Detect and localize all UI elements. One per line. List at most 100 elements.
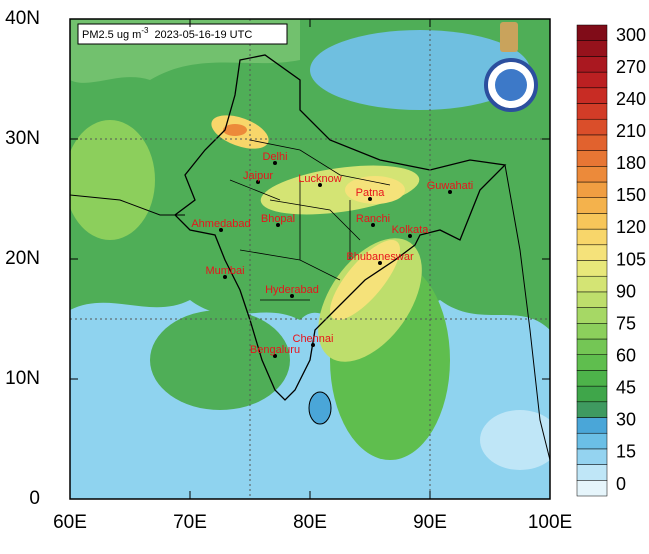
lat-label: 30N [5, 128, 40, 149]
city-label: Kolkata [392, 224, 430, 236]
lat-label: 40N [5, 8, 40, 29]
title-background [77, 23, 288, 45]
colorbar-swatch [576, 228, 608, 246]
colorbar-label: 30 [616, 410, 636, 430]
city-label: Lucknow [298, 173, 341, 185]
city-dot [273, 161, 277, 165]
colorbar-swatch [576, 370, 608, 387]
city-label: Hyderabad [265, 284, 319, 296]
colorbar-label: 210 [616, 121, 646, 141]
colorbar-label: 300 [616, 25, 646, 45]
lon-label: 90E [413, 512, 447, 533]
lat-label: 20N [5, 248, 40, 269]
colorbar-label: 105 [616, 249, 646, 269]
city-label: Ranchi [356, 213, 390, 225]
colorbar-swatch [576, 134, 608, 151]
colorbar-label: 180 [616, 153, 646, 173]
colorbar-swatch [576, 323, 608, 340]
punjab-core [223, 124, 247, 136]
colorbar-swatch [576, 448, 608, 465]
colorbar-swatch [576, 150, 608, 167]
city-label: Jaipur [243, 170, 273, 182]
colorbar-label: 270 [616, 57, 646, 77]
lon-label: 100E [528, 512, 572, 533]
colorbar-swatch [576, 118, 608, 136]
colorbar-swatch [576, 432, 608, 450]
colorbar-swatch [576, 338, 608, 355]
colorbar-swatch [576, 87, 608, 104]
city-label: Mumbai [205, 265, 244, 277]
city-dot [448, 190, 452, 194]
colorbar-swatch [576, 197, 608, 214]
colorbar-swatch [576, 464, 608, 481]
colorbar-swatch [576, 480, 608, 497]
colorbar-swatch [576, 291, 608, 308]
title-exponent: -3 [141, 26, 149, 35]
colorbar-swatch [576, 401, 608, 418]
colorbar-swatch [576, 354, 608, 371]
city-dot [311, 343, 315, 347]
city-label: Delhi [262, 151, 287, 163]
country-borders [70, 164, 550, 461]
colorbar-label: 60 [616, 345, 636, 365]
lon-label: 80E [293, 512, 327, 533]
city-dot [318, 183, 322, 187]
city-label: Patna [356, 187, 386, 199]
sri-lanka [308, 391, 332, 425]
lat-label: 0 [29, 488, 40, 509]
colorbar-label: 45 [616, 378, 636, 398]
colorbar-swatch [576, 56, 608, 73]
city-label: Ahmedabad [191, 218, 250, 230]
emblem [484, 22, 538, 112]
city-label: Bhubaneswar [346, 251, 414, 263]
city-dot [273, 354, 277, 358]
colorbar-swatch [576, 71, 608, 89]
colorbar-label: 240 [616, 89, 646, 109]
colorbar-label: 15 [616, 442, 636, 462]
colorbar-swatch [576, 213, 608, 230]
colorbar-swatch [576, 307, 608, 324]
arabia-haze [70, 120, 155, 240]
colorbar-swatch [576, 103, 608, 120]
cities: Delhi Jaipur Lucknow Patna Guwahati Ahmedabad… [191, 151, 473, 358]
colorbar-label: 75 [616, 313, 636, 333]
title: PM2.5 ug m-3 2023-05-16-19 UTC [82, 26, 252, 41]
title-variable: PM2.5 ug m [82, 29, 141, 41]
axes: 0 10N 20N 30N 40N 60E 70E 80E 90E 100E [5, 8, 572, 533]
city-dot [276, 223, 280, 227]
city-dot [219, 228, 223, 232]
colorbar-swatch [576, 385, 608, 403]
city-dot [371, 223, 375, 227]
city-dot [223, 275, 227, 279]
colorbar-swatch [576, 244, 608, 261]
city-label: Bengaluru [250, 344, 300, 356]
colorbar-swatch [576, 417, 608, 434]
city-dot [256, 180, 260, 184]
state-borders [229, 139, 391, 301]
colorbar-swatch [576, 260, 608, 277]
colorbar-label: 0 [616, 474, 626, 494]
himalaya-clean [310, 30, 530, 110]
south-clean [480, 410, 550, 470]
city-dot [378, 261, 382, 265]
bihar-peak [345, 176, 405, 204]
city-dot [290, 294, 294, 298]
city-dot [368, 197, 372, 201]
city-label: Guwahati [427, 180, 473, 192]
colorbar-swatch [576, 166, 608, 183]
title-box: PM2.5 ug m-3 2023-05-16-19 UTC [77, 23, 288, 45]
title-time: 2023-05-16-19 UTC [154, 29, 252, 41]
arabian-sea-haze [150, 310, 290, 410]
india-outline [174, 54, 507, 401]
colorbar-swatch [576, 275, 608, 293]
colorbar-swatch [576, 40, 608, 57]
colorbar-swatch [576, 181, 608, 198]
lon-label: 60E [53, 512, 87, 533]
city-label: Bhopal [261, 213, 295, 225]
lat-label: 10N [5, 368, 40, 389]
colorbar: 0 15 30 45 60 75 90 105 120 150 180 210 240 270 300 [576, 24, 646, 497]
colorbar-label: 120 [616, 217, 646, 237]
city-label: Chennai [293, 333, 334, 345]
colorbar-label: 150 [616, 185, 646, 205]
